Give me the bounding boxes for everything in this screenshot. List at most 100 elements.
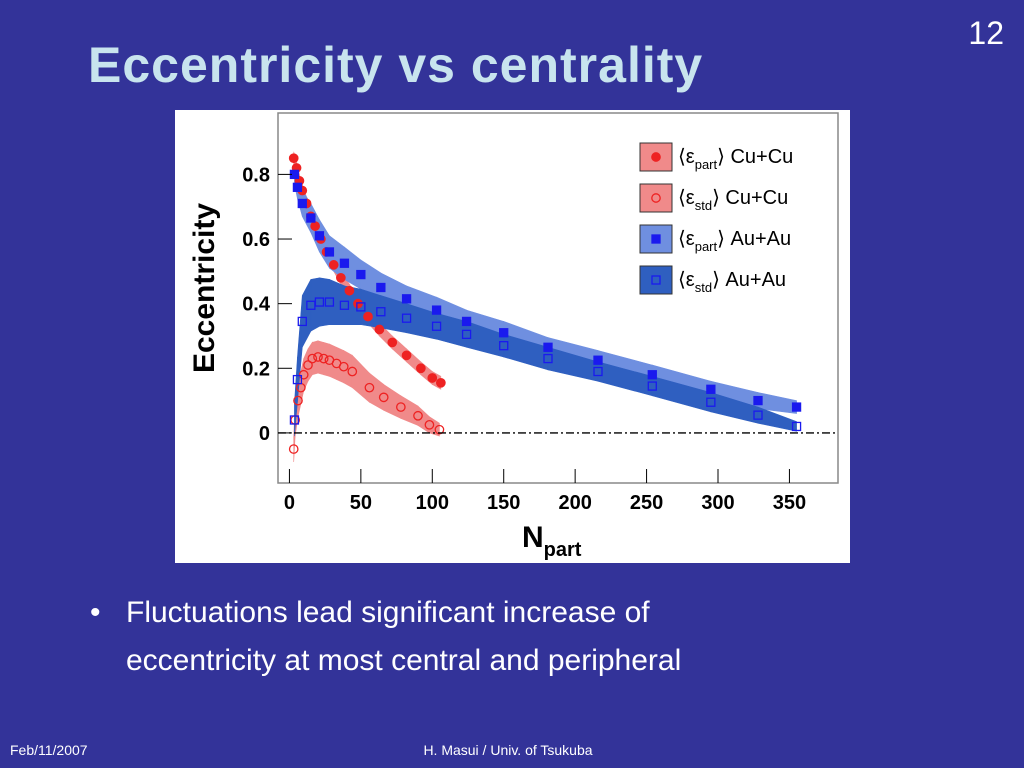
marker: [706, 397, 716, 407]
y-tick-label: 0.4: [242, 294, 271, 316]
marker: [401, 294, 412, 304]
legend-label: ⟨εstd⟩ Au+Au: [678, 269, 786, 295]
x-tick-label: 0: [284, 492, 295, 514]
marker: [292, 182, 303, 192]
marker: [297, 316, 307, 327]
marker: [543, 353, 553, 364]
x-axis-label: Npart: [522, 521, 582, 561]
x-tick-label: 150: [487, 492, 520, 514]
marker: [543, 342, 553, 352]
marker: [396, 402, 406, 412]
marker: [651, 234, 661, 244]
marker: [310, 221, 320, 231]
x-tick-label: 200: [558, 492, 591, 514]
y-axis-label: Eccentricity: [188, 203, 221, 373]
marker: [376, 282, 386, 293]
marker: [401, 350, 412, 361]
marker: [427, 373, 438, 383]
marker: [328, 260, 339, 270]
marker: [374, 324, 385, 335]
marker: [593, 366, 603, 377]
marker: [436, 377, 446, 388]
marker: [347, 366, 358, 377]
marker: [324, 297, 335, 307]
marker: [363, 311, 373, 322]
marker: [356, 269, 366, 280]
marker: [461, 316, 472, 327]
marker: [314, 231, 325, 241]
marker: [307, 353, 318, 364]
marker: [651, 193, 661, 203]
marker: [651, 275, 661, 285]
footer-author: H. Masui / Univ. of Tsukuba: [423, 742, 592, 758]
marker: [376, 307, 386, 317]
marker: [401, 313, 412, 323]
error-band: [317, 340, 325, 376]
marker: [753, 410, 763, 420]
marker: [289, 415, 300, 425]
marker: [651, 152, 661, 162]
error-band: [323, 342, 330, 377]
marker: [647, 370, 657, 380]
marker: [387, 337, 398, 348]
y-tick-label: 0.8: [242, 164, 270, 186]
legend-swatch: [639, 265, 673, 295]
x-tick-label: 350: [773, 492, 806, 514]
marker: [288, 444, 299, 454]
marker: [338, 361, 349, 372]
y-tick-label: 0: [259, 423, 270, 445]
error-band: [319, 277, 330, 327]
marker: [499, 341, 509, 351]
marker: [318, 353, 329, 364]
marker: [344, 285, 355, 296]
marker: [324, 247, 335, 257]
marker: [647, 381, 657, 391]
marker: [706, 384, 716, 394]
plot-area: [288, 151, 802, 463]
marker: [336, 272, 346, 283]
legend-label: ⟨εstd⟩ Cu+Cu: [678, 187, 788, 213]
marker: [753, 395, 763, 406]
error-band: [360, 288, 382, 329]
marker: [434, 424, 445, 435]
marker: [356, 302, 366, 312]
bullet-text: eccentricity at most central and periphe…: [126, 644, 681, 677]
x-tick-label: 250: [630, 492, 663, 514]
marker: [364, 382, 375, 393]
page-number: 12: [968, 15, 1004, 51]
y-tick-label: 0.6: [242, 229, 270, 251]
marker: [416, 363, 426, 374]
legend-label: ⟨εpart⟩ Cu+Cu: [678, 146, 793, 172]
slide-title: Eccentricity vs centrality: [88, 37, 703, 93]
bullet-text: Fluctuations lead significant increase o…: [126, 596, 650, 629]
error-band: [757, 406, 797, 432]
marker: [413, 410, 423, 421]
marker: [313, 352, 323, 362]
marker: [499, 328, 509, 338]
marker: [293, 395, 303, 406]
footer-date: Feb/11/2007: [10, 742, 88, 758]
legend-swatch: [639, 183, 673, 213]
legend-label: ⟨εpart⟩ Au+Au: [678, 228, 791, 254]
marker: [791, 421, 802, 432]
bullet-symbol: •: [90, 596, 101, 629]
error-band: [311, 340, 319, 376]
error-band: [329, 278, 345, 325]
marker: [431, 305, 442, 315]
marker: [292, 374, 303, 385]
marker: [424, 419, 435, 430]
marker: [339, 258, 350, 268]
x-tick-label: 50: [350, 492, 372, 514]
marker: [288, 153, 299, 164]
marker: [461, 329, 472, 340]
y-tick-label: 0.2: [242, 358, 270, 380]
marker: [431, 321, 442, 331]
marker: [791, 402, 802, 412]
x-tick-label: 300: [701, 492, 734, 514]
marker: [593, 355, 603, 365]
marker: [339, 300, 350, 310]
x-tick-label: 100: [416, 492, 449, 514]
marker: [298, 369, 309, 380]
marker: [353, 298, 363, 309]
error-band: [343, 349, 353, 389]
